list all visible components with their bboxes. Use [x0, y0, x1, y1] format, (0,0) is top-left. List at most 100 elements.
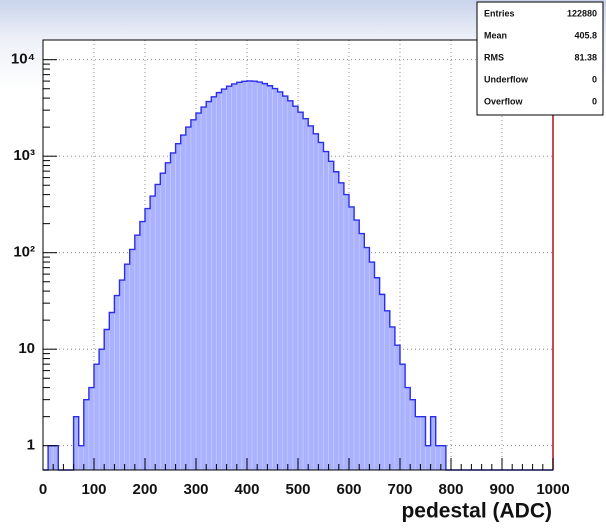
bar — [190, 119, 197, 471]
bar — [124, 263, 130, 471]
bar — [103, 329, 110, 471]
x-tick-label: 100 — [81, 481, 106, 498]
bar — [409, 399, 416, 471]
y-tick-label: 10⁴ — [11, 51, 35, 68]
x-tick-label: 400 — [234, 481, 259, 498]
bar — [358, 233, 365, 471]
bar — [221, 88, 227, 471]
bar — [256, 81, 263, 471]
bar — [369, 261, 375, 471]
x-tick-label: 900 — [489, 481, 514, 498]
stats-label: Mean — [484, 30, 507, 40]
stats-value: 0 — [592, 96, 597, 106]
bar — [323, 151, 329, 471]
bar — [297, 111, 304, 471]
bar — [251, 80, 258, 471]
x-tick-label: 0 — [39, 481, 47, 498]
bar — [160, 172, 166, 471]
bar — [277, 91, 284, 471]
bar — [312, 133, 319, 471]
bar — [93, 363, 100, 471]
bar — [134, 234, 141, 471]
bar — [109, 312, 115, 471]
bar — [363, 247, 370, 471]
histogram-outline — [43, 80, 553, 471]
y-tick-label: 10³ — [13, 147, 35, 164]
bar — [318, 142, 324, 471]
bar — [78, 445, 85, 471]
bar — [389, 326, 396, 471]
bar — [353, 219, 360, 471]
stats-value: 122880 — [567, 8, 597, 18]
bar — [52, 445, 59, 471]
bar — [333, 171, 340, 471]
bar — [328, 161, 335, 471]
bar — [47, 445, 54, 471]
bar — [246, 80, 253, 471]
bar — [307, 125, 314, 471]
bar — [287, 100, 294, 471]
bar — [185, 126, 192, 471]
bar — [404, 387, 411, 471]
bar — [170, 152, 176, 471]
stats-value: 405.8 — [574, 30, 597, 40]
y-tick-label: 10 — [18, 340, 35, 357]
bar — [83, 399, 90, 471]
x-tick-label: 200 — [132, 481, 157, 498]
bar — [88, 387, 95, 471]
bar — [149, 195, 156, 471]
bar — [231, 83, 238, 471]
bar — [343, 194, 350, 471]
bar — [414, 416, 421, 471]
x-tick-label: 600 — [336, 481, 361, 498]
bar — [200, 106, 207, 471]
bar — [430, 416, 437, 471]
bar — [399, 363, 406, 471]
bar — [384, 310, 391, 471]
stats-frame — [476, 1, 604, 116]
bar — [195, 112, 202, 471]
x-tick-label: 800 — [438, 481, 463, 498]
bar — [425, 445, 431, 471]
bar — [165, 162, 171, 471]
bar — [379, 294, 386, 471]
bar — [205, 101, 212, 471]
bar — [119, 279, 125, 471]
stats-value: 0 — [592, 74, 597, 84]
stats-value: 81.38 — [574, 52, 597, 62]
bar — [292, 105, 299, 471]
bar — [73, 416, 79, 471]
bar — [175, 143, 182, 471]
bar — [394, 344, 401, 471]
bar — [440, 445, 447, 471]
bar — [154, 184, 161, 471]
bar — [267, 85, 273, 471]
bar — [180, 134, 187, 471]
x-tick-label: 700 — [387, 481, 412, 498]
stats-box: Entries 122880 Mean 405.8 RMS 81.38 Underflow 0… — [476, 1, 604, 116]
x-tick-label: 300 — [183, 481, 208, 498]
bar — [272, 88, 278, 471]
y-tick-label: 1 — [27, 437, 35, 454]
stats-label: Overflow — [484, 96, 524, 106]
bar — [211, 96, 217, 471]
x-tick-label: 1000 — [536, 481, 569, 498]
bar — [236, 82, 243, 471]
bar — [420, 416, 426, 471]
stats-label: Entries — [484, 8, 515, 18]
bar — [261, 83, 268, 471]
bar — [302, 118, 309, 471]
bar — [139, 221, 146, 471]
bar — [338, 182, 345, 471]
bar — [282, 95, 289, 471]
bar — [374, 277, 380, 471]
x-axis-title: pedestal (ADC) — [401, 500, 552, 523]
bar — [226, 85, 233, 471]
y-tick-label: 10² — [13, 244, 35, 261]
stats-label: Underflow — [484, 74, 529, 84]
bar — [348, 206, 355, 471]
bar — [144, 208, 151, 471]
bar — [98, 348, 105, 471]
x-tick-label: 500 — [285, 481, 310, 498]
bar — [241, 81, 248, 471]
